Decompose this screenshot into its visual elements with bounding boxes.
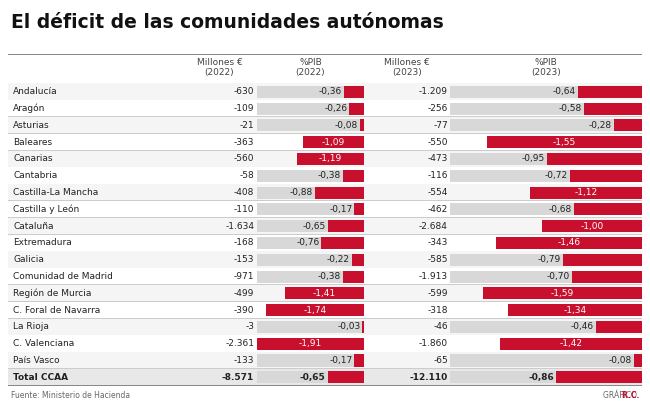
Text: -390: -390	[233, 306, 254, 315]
Text: Millones €
(2022): Millones € (2022)	[196, 58, 242, 77]
Text: Castilla y León: Castilla y León	[13, 205, 79, 214]
Text: -65: -65	[433, 356, 448, 365]
Text: Cantabria: Cantabria	[13, 171, 57, 180]
Text: -8.571: -8.571	[222, 373, 254, 382]
Text: -2.361: -2.361	[225, 339, 254, 348]
Text: -133: -133	[233, 356, 254, 365]
Text: -599: -599	[427, 289, 448, 298]
Text: -0,28: -0,28	[589, 121, 612, 130]
Text: -554: -554	[428, 188, 448, 197]
Text: -550: -550	[427, 138, 448, 147]
Text: -168: -168	[233, 239, 254, 247]
Text: -560: -560	[233, 154, 254, 163]
Text: Andalucía: Andalucía	[13, 87, 58, 96]
Text: Extremadura: Extremadura	[13, 239, 72, 247]
Text: R.C.: R.C.	[601, 391, 639, 400]
Text: -0,65: -0,65	[302, 222, 326, 231]
Text: -256: -256	[428, 104, 448, 113]
Text: -0,68: -0,68	[549, 205, 572, 214]
Text: -12.110: -12.110	[410, 373, 448, 382]
Text: -0,36: -0,36	[318, 87, 342, 96]
Text: Canarias: Canarias	[13, 154, 53, 163]
Text: -110: -110	[233, 205, 254, 214]
Text: -318: -318	[427, 306, 448, 315]
Text: -1,55: -1,55	[552, 138, 576, 147]
Text: Comunidad de Madrid: Comunidad de Madrid	[13, 272, 113, 281]
Text: -0,08: -0,08	[334, 121, 358, 130]
Text: -116: -116	[427, 171, 448, 180]
Text: -1,41: -1,41	[313, 289, 336, 298]
Text: -21: -21	[239, 121, 254, 130]
Text: -0,76: -0,76	[296, 239, 319, 247]
Text: -1,34: -1,34	[564, 306, 586, 315]
Text: -1,00: -1,00	[580, 222, 604, 231]
Text: -0,38: -0,38	[317, 272, 341, 281]
Text: -585: -585	[427, 255, 448, 264]
Text: Millones €
(2023): Millones € (2023)	[384, 58, 430, 77]
Text: -1,74: -1,74	[304, 306, 327, 315]
Text: -1,12: -1,12	[575, 188, 597, 197]
Text: Asturias: Asturias	[13, 121, 49, 130]
Text: Cataluña: Cataluña	[13, 222, 53, 231]
Text: -343: -343	[428, 239, 448, 247]
Text: -0,08: -0,08	[609, 356, 632, 365]
Text: -0,65: -0,65	[300, 373, 326, 382]
Text: -0,88: -0,88	[289, 188, 313, 197]
Text: -0,79: -0,79	[538, 255, 561, 264]
Text: -3: -3	[245, 322, 254, 332]
Text: -363: -363	[233, 138, 254, 147]
Text: -0,95: -0,95	[522, 154, 545, 163]
Text: -1.209: -1.209	[419, 87, 448, 96]
Text: -1,09: -1,09	[322, 138, 345, 147]
Text: Fuente: Ministerio de Hacienda: Fuente: Ministerio de Hacienda	[11, 391, 130, 400]
Text: -0,38: -0,38	[317, 171, 341, 180]
Text: -462: -462	[428, 205, 448, 214]
Text: GRÁFICO: GRÁFICO	[603, 391, 639, 400]
Text: %PIB
(2022): %PIB (2022)	[296, 58, 325, 77]
Text: -473: -473	[428, 154, 448, 163]
Text: -1.913: -1.913	[419, 272, 448, 281]
Text: -0,64: -0,64	[553, 87, 576, 96]
Text: -2.684: -2.684	[419, 222, 448, 231]
Text: -109: -109	[233, 104, 254, 113]
Text: -0,17: -0,17	[330, 356, 352, 365]
Text: -1.860: -1.860	[419, 339, 448, 348]
Text: -58: -58	[239, 171, 254, 180]
Text: C. Valenciana: C. Valenciana	[13, 339, 74, 348]
Text: Región de Murcia: Región de Murcia	[13, 289, 92, 298]
Text: -1,59: -1,59	[551, 289, 574, 298]
Text: Baleares: Baleares	[13, 138, 52, 147]
Text: -0,58: -0,58	[559, 104, 582, 113]
Text: C. Foral de Navarra: C. Foral de Navarra	[13, 306, 100, 315]
Text: -971: -971	[233, 272, 254, 281]
Text: -499: -499	[234, 289, 254, 298]
Text: -0,70: -0,70	[547, 272, 570, 281]
Text: Aragón: Aragón	[13, 104, 46, 113]
Text: %PIB
(2023): %PIB (2023)	[532, 58, 561, 77]
Text: País Vasco: País Vasco	[13, 356, 60, 365]
Text: -1,19: -1,19	[319, 154, 342, 163]
Text: -77: -77	[433, 121, 448, 130]
Text: Castilla-La Mancha: Castilla-La Mancha	[13, 188, 98, 197]
Text: -1,46: -1,46	[557, 239, 580, 247]
Text: -1,42: -1,42	[560, 339, 582, 348]
Text: -0,22: -0,22	[327, 255, 350, 264]
Text: -0,26: -0,26	[324, 104, 348, 113]
Text: -630: -630	[233, 87, 254, 96]
Text: -408: -408	[234, 188, 254, 197]
Text: -1,91: -1,91	[299, 339, 322, 348]
Text: Galicia: Galicia	[13, 255, 44, 264]
Text: -0,46: -0,46	[571, 322, 594, 332]
Text: La Rioja: La Rioja	[13, 322, 49, 332]
Text: -153: -153	[233, 255, 254, 264]
Text: -1.634: -1.634	[225, 222, 254, 231]
Text: -0,03: -0,03	[337, 322, 360, 332]
Text: -46: -46	[433, 322, 448, 332]
Text: -0,86: -0,86	[528, 373, 554, 382]
Text: -0,72: -0,72	[545, 171, 568, 180]
Text: El déficit de las comunidades autónomas: El déficit de las comunidades autónomas	[11, 13, 444, 32]
Text: -0,17: -0,17	[330, 205, 352, 214]
Text: Total CCAA: Total CCAA	[13, 373, 68, 382]
